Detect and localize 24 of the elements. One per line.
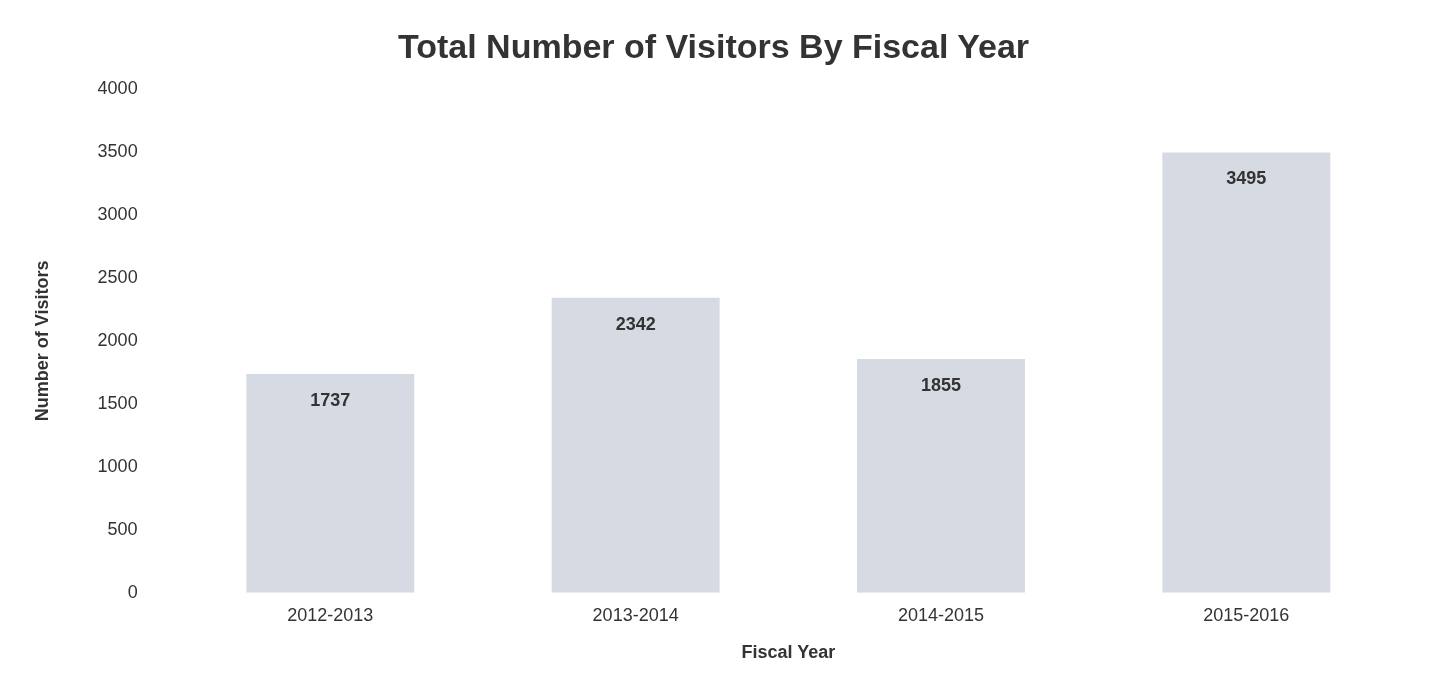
y-tick-label: 3500 <box>97 140 138 161</box>
y-tick-label: 1500 <box>97 392 138 413</box>
y-tick-label: 2500 <box>97 266 138 287</box>
y-tick-label: 0 <box>127 581 138 602</box>
y-tick-label: 500 <box>107 518 138 539</box>
bar <box>1162 152 1331 593</box>
data-label: 3495 <box>1226 168 1267 189</box>
y-tick-label: 1000 <box>97 455 138 476</box>
x-tick-label: 2015-2016 <box>1203 604 1290 625</box>
data-label: 1737 <box>310 389 351 410</box>
y-tick-label: 3000 <box>97 203 138 224</box>
x-tick-label: 2013-2014 <box>592 604 679 625</box>
x-axis-title: Fiscal Year <box>741 642 836 663</box>
bar <box>857 359 1025 593</box>
bar <box>551 297 720 593</box>
x-tick-label: 2014-2015 <box>897 604 985 625</box>
data-label: 2342 <box>615 313 656 334</box>
y-tick-label: 2000 <box>97 329 138 350</box>
y-tick-label: 4000 <box>97 77 138 98</box>
chart-title: Total Number of Visitors By Fiscal Year <box>397 26 1030 65</box>
x-tick-label: 2012-2013 <box>287 604 374 625</box>
bar <box>246 373 415 593</box>
y-axis-title: Number of Visitors <box>31 260 52 422</box>
data-label: 1855 <box>920 375 962 396</box>
